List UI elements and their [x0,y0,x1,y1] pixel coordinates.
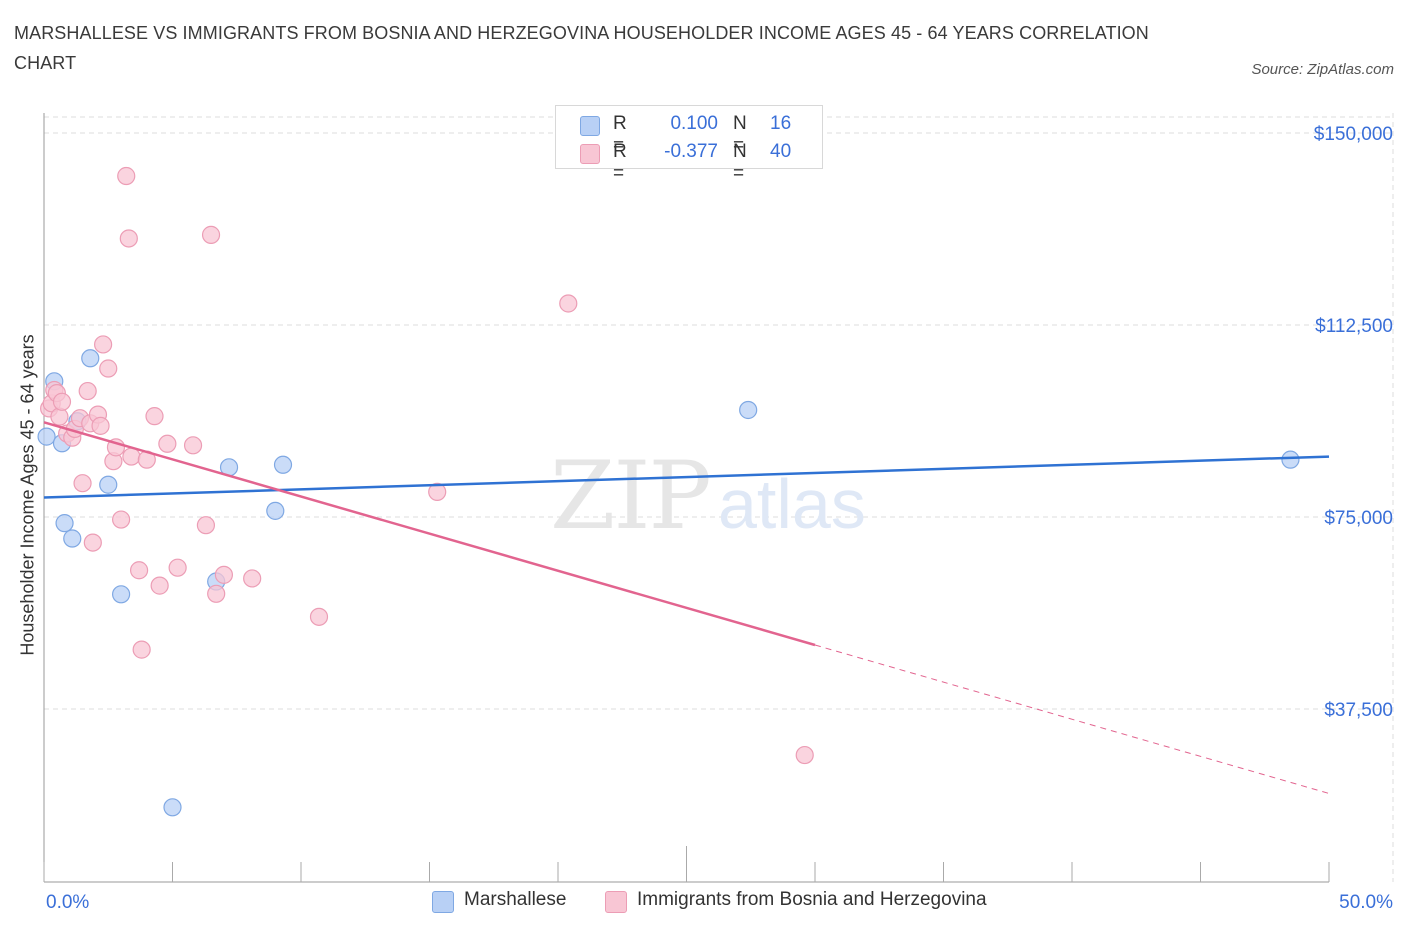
marshallese-point [273,455,293,474]
bosnia-point [795,745,814,765]
r-value: 0.100 [670,113,718,134]
bosnia-point [111,510,131,529]
n-value: 16 [770,113,792,134]
bosnia-point [122,447,141,466]
bosnia-point [168,558,187,577]
x-tick-label: 50.0% [1339,892,1393,913]
r-label: R = [613,113,627,156]
marshallese-trendline [43,455,1330,499]
grid-lines [44,113,1394,882]
source-label: Source: ZipAtlas.com [1251,61,1394,78]
bosnia-point [94,335,113,354]
stats-legend: R = 0.100 N = 16 R = -0.377 N = 40 [555,105,823,184]
bosnia-point [196,516,216,535]
n-label: N = [733,141,747,184]
bosnia-point [73,474,92,493]
marshallese-point [81,349,100,368]
marshallese-point [266,501,285,520]
bosnia-legend-swatch [605,891,627,913]
bosnia-swatch [580,144,600,164]
bosnia-point [158,434,177,453]
marshallese-point [99,475,118,494]
n-label: N = [733,113,747,156]
bosnia-point [214,565,233,584]
bosnia-point [132,640,151,659]
marshallese-point [1281,450,1300,469]
r-label: R = [613,141,627,184]
watermark-zip: ZIP [550,442,710,551]
bosnia-point [183,436,203,455]
r-value: -0.377 [664,141,718,162]
y-tick-label: $112,500 [1315,316,1393,337]
data-points [37,166,1300,817]
bosnia-point [145,407,164,426]
bosnia-point [78,381,97,401]
trend-lines [43,421,1330,794]
bosnia-point [83,533,102,552]
n-value: 40 [770,141,792,162]
bosnia-point [129,561,149,580]
bosnia-point [150,576,169,595]
y-tick-label: $75,000 [1324,508,1393,529]
tick-labels: $37,500 $75,000 $112,500 $150,000 0.0% 50.0% [46,124,1393,913]
x-tick-label: 0.0% [46,892,89,913]
marshallese-swatch [580,116,600,136]
bosnia-point [99,359,118,378]
bosnia-trendline [43,421,816,647]
bosnia-point [207,584,226,603]
watermark: ZIP atlas [550,442,866,551]
marshallese-legend-swatch [432,891,454,913]
marshallese-point [37,427,56,446]
watermark-atlas: atlas [718,465,866,543]
bosnia-point [119,229,138,248]
bosnia-point [201,225,221,244]
bosnia-point [50,407,69,426]
bosnia-point [243,569,262,588]
y-axis-label: Householder Income Ages 45 - 64 years [17,334,38,656]
bosnia-point [117,166,136,186]
chart-title: MARSHALLESE VS IMMIGRANTS FROM BOSNIA AN… [14,23,1149,73]
bosnia-point [309,607,329,626]
y-tick-label: $150,000 [1314,124,1393,145]
bosnia-point [559,294,578,313]
bosnia-point [428,482,447,502]
y-tick-label: $37,500 [1324,700,1393,721]
legend-label: Marshallese [464,889,567,910]
marshallese-point [63,529,82,548]
bosnia-point [91,416,110,435]
bosnia-point [52,392,72,411]
legend-label: Immigrants from Bosnia and Herzegovina [637,889,987,910]
marshallese-point [739,400,758,420]
marshallese-point [55,514,74,533]
bosnia-trendline-extrapolated [814,644,1330,794]
marshallese-point [163,798,182,817]
marshallese-point [111,585,131,604]
